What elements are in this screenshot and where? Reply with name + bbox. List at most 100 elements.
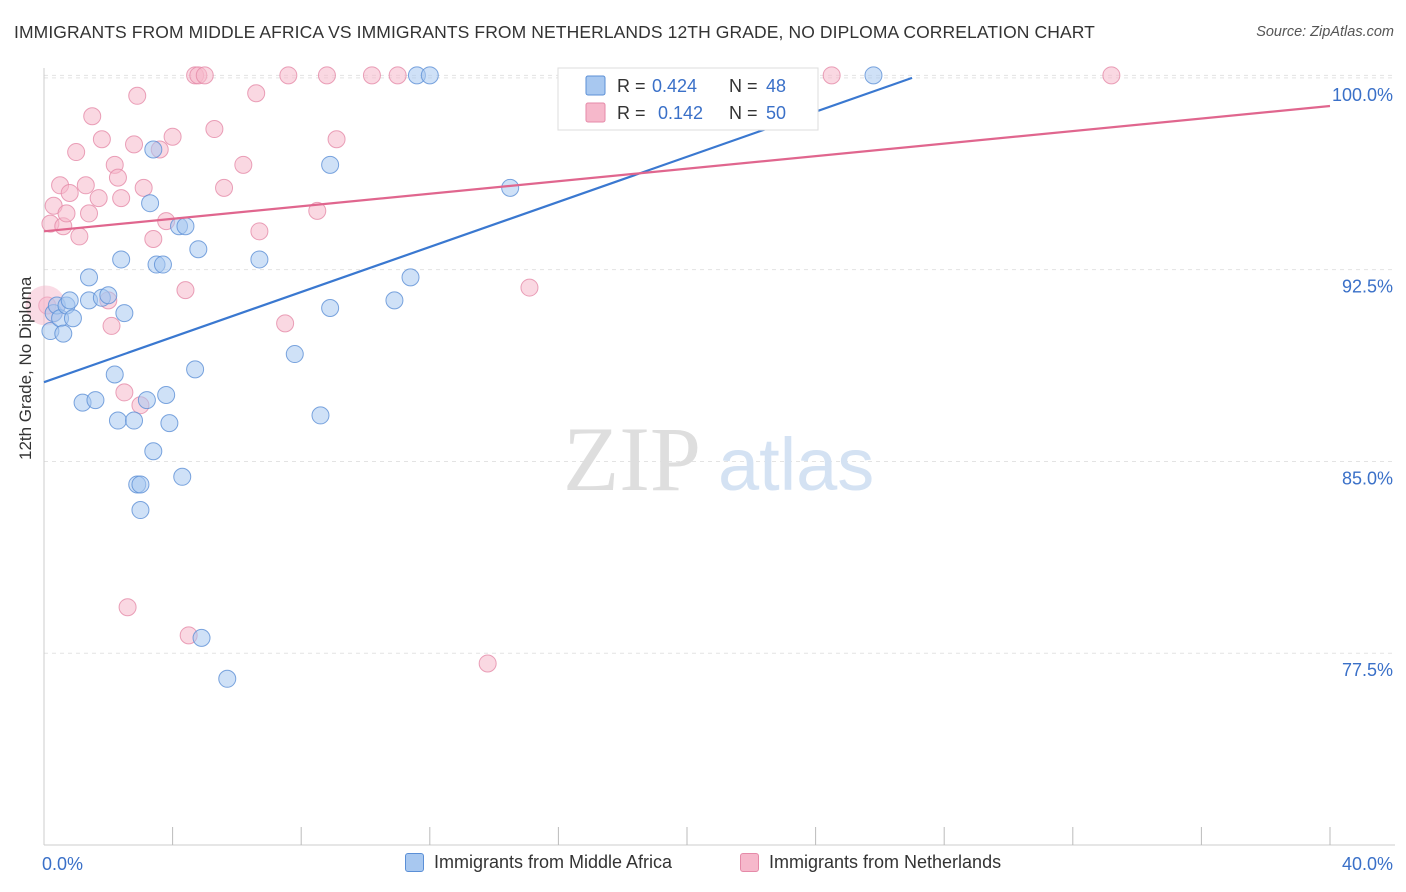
- data-point[interactable]: [125, 411, 144, 430]
- data-point[interactable]: [385, 291, 404, 310]
- data-point[interactable]: [144, 229, 163, 248]
- data-point[interactable]: [60, 291, 79, 310]
- data-point[interactable]: [108, 168, 127, 187]
- data-point[interactable]: [520, 278, 539, 297]
- data-point[interactable]: [189, 240, 208, 259]
- data-point[interactable]: [176, 281, 195, 300]
- data-point[interactable]: [102, 316, 121, 335]
- data-point[interactable]: [176, 217, 195, 236]
- data-point[interactable]: [70, 227, 89, 246]
- tick-labels: 100.0% 92.5% 85.0% 77.5% 0.0% 40.0%: [42, 85, 1393, 874]
- y-tick-label: 100.0%: [1332, 85, 1393, 105]
- data-point[interactable]: [478, 654, 497, 673]
- legend-swatch-middle-africa: [405, 853, 424, 872]
- data-point[interactable]: [83, 107, 102, 126]
- trend-line-netherlands: [43, 104, 1331, 233]
- legend-r-value-blue: 0.424: [652, 76, 697, 96]
- data-point[interactable]: [250, 222, 269, 241]
- legend-n-value-pink: 50: [766, 103, 786, 123]
- data-point[interactable]: [118, 598, 137, 617]
- data-point[interactable]: [327, 130, 346, 149]
- data-point[interactable]: [131, 501, 150, 520]
- data-point[interactable]: [89, 189, 108, 208]
- y-axis-label: 12th Grade, No Diploma: [16, 276, 35, 460]
- data-point[interactable]: [112, 189, 131, 208]
- data-point[interactable]: [54, 324, 73, 343]
- data-point[interactable]: [144, 442, 163, 461]
- legend-n-label-pink: N =: [729, 103, 758, 123]
- data-point[interactable]: [205, 120, 224, 139]
- data-point[interactable]: [388, 66, 407, 85]
- data-point[interactable]: [317, 66, 336, 85]
- data-point[interactable]: [308, 201, 327, 220]
- data-point[interactable]: [218, 669, 237, 688]
- data-point[interactable]: [321, 155, 340, 174]
- data-point[interactable]: [60, 183, 79, 202]
- data-point[interactable]: [105, 365, 124, 384]
- x-tick-label: 0.0%: [42, 854, 83, 874]
- data-point[interactable]: [420, 66, 439, 85]
- legend-label-middle-africa: Immigrants from Middle Africa: [434, 852, 673, 872]
- data-point[interactable]: [115, 383, 134, 402]
- data-point[interactable]: [160, 414, 179, 433]
- y-tick-label: 85.0%: [1342, 468, 1393, 488]
- series-middle-africa-points: [41, 66, 883, 688]
- legend-r-label-blue: R =: [617, 76, 646, 96]
- data-point[interactable]: [362, 66, 381, 85]
- data-point[interactable]: [99, 286, 118, 305]
- data-point[interactable]: [234, 155, 253, 174]
- data-point[interactable]: [195, 66, 214, 85]
- data-point[interactable]: [112, 250, 131, 269]
- data-point[interactable]: [186, 360, 205, 379]
- data-point[interactable]: [279, 66, 298, 85]
- data-point[interactable]: [128, 86, 147, 105]
- data-point[interactable]: [131, 475, 150, 494]
- data-point[interactable]: [134, 178, 153, 197]
- data-point[interactable]: [137, 391, 156, 410]
- data-point[interactable]: [1102, 66, 1121, 85]
- data-point[interactable]: [115, 304, 134, 323]
- series-legend: Immigrants from Middle Africa Immigrants…: [0, 852, 1406, 878]
- data-point[interactable]: [501, 178, 520, 197]
- legend-swatch-blue: [585, 75, 606, 96]
- legend-item-netherlands[interactable]: Immigrants from Netherlands: [740, 852, 1001, 873]
- data-point[interactable]: [86, 391, 105, 410]
- data-point[interactable]: [92, 130, 111, 149]
- chart-title: IMMIGRANTS FROM MIDDLE AFRICA VS IMMIGRA…: [14, 22, 1095, 42]
- data-point[interactable]: [822, 66, 841, 85]
- data-point[interactable]: [247, 84, 266, 103]
- data-point[interactable]: [67, 143, 86, 162]
- data-point[interactable]: [192, 628, 211, 647]
- data-point[interactable]: [311, 406, 330, 425]
- data-point[interactable]: [63, 309, 82, 328]
- data-point[interactable]: [285, 345, 304, 364]
- data-point[interactable]: [153, 255, 172, 274]
- legend-item-middle-africa[interactable]: Immigrants from Middle Africa: [405, 852, 672, 873]
- data-point[interactable]: [125, 135, 144, 154]
- data-point[interactable]: [173, 467, 192, 486]
- data-point[interactable]: [76, 176, 95, 195]
- data-point[interactable]: [321, 299, 340, 318]
- data-point[interactable]: [80, 268, 99, 287]
- data-point[interactable]: [864, 66, 883, 85]
- legend-n-label-blue: N =: [729, 76, 758, 96]
- data-point[interactable]: [141, 194, 160, 213]
- data-point[interactable]: [157, 385, 176, 404]
- watermark-zip: ZIP: [563, 408, 701, 510]
- legend-swatch-netherlands: [740, 853, 759, 872]
- data-point[interactable]: [401, 268, 420, 287]
- y-tick-label: 92.5%: [1342, 277, 1393, 297]
- data-point[interactable]: [163, 127, 182, 146]
- series-netherlands-points: [25, 66, 1121, 673]
- data-point[interactable]: [144, 140, 163, 159]
- data-point[interactable]: [80, 204, 99, 223]
- axes: [43, 68, 1395, 846]
- data-point[interactable]: [108, 411, 127, 430]
- data-point[interactable]: [57, 204, 76, 223]
- source-label: Source: ZipAtlas.com: [1256, 24, 1394, 40]
- data-point[interactable]: [215, 178, 234, 197]
- data-point[interactable]: [276, 314, 295, 333]
- watermark-atlas: atlas: [718, 423, 874, 506]
- legend-label-netherlands: Immigrants from Netherlands: [769, 852, 1002, 872]
- data-point[interactable]: [250, 250, 269, 269]
